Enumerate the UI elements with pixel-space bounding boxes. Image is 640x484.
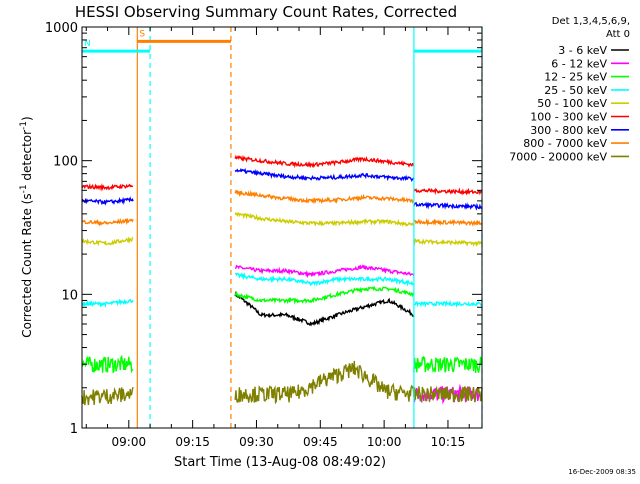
series-4-segment-2: [413, 237, 483, 247]
series-5-segment-2: [413, 187, 483, 196]
series-6: [81, 167, 483, 211]
marker-layer: SN: [82, 27, 483, 428]
series-8-segment-2: [413, 385, 483, 403]
footer-date: 16-Dec-2009 08:35: [568, 468, 636, 476]
series-8: [81, 360, 483, 406]
y-tick-label-3: 1000: [45, 21, 78, 36]
legend-label-3: 25 - 50 keV: [544, 84, 607, 97]
legend-label-1: 6 - 12 keV: [551, 57, 607, 70]
flag-label-0: S: [139, 29, 145, 39]
legend-label-7: 800 - 7000 keV: [523, 137, 607, 150]
axis-layer: 09:00 09:15 09:30 09:45 10:00 10:15 1 10 100 1000: [45, 21, 482, 449]
series-7: [81, 189, 483, 227]
series-7-segment-1: [234, 189, 414, 205]
series-7-segment-0: [81, 217, 134, 227]
y-tick-label-2: 100: [53, 155, 78, 170]
legend-header-line-2: Att 0: [606, 29, 630, 40]
series-2-segment-1: [234, 285, 415, 305]
series-5: [81, 154, 483, 196]
series-2-segment-0: [81, 354, 134, 374]
series-3-segment-1: [234, 272, 414, 287]
x-tick-label-3: 09:45: [303, 435, 338, 449]
x-tick-label-5: 10:15: [431, 435, 466, 449]
x-axis-label: Start Time (13-Aug-08 08:49:02): [174, 455, 386, 470]
series-5-segment-1: [234, 154, 415, 169]
series-3-segment-2: [413, 299, 482, 308]
legend-header-line-1: Det 1,3,4,5,6,9,: [552, 16, 630, 27]
x-tick-label-2: 09:30: [239, 435, 274, 449]
series-3-segment-0: [81, 298, 134, 308]
legend-label-5: 100 - 300 keV: [530, 111, 607, 124]
series-4: [81, 211, 483, 247]
x-tick-label-1: 09:15: [175, 435, 210, 449]
x-tick-label-0: 09:00: [112, 435, 147, 449]
legend-label-8: 7000 - 20000 keV: [509, 150, 607, 163]
series-layer: [81, 154, 483, 406]
x-tick-label-4: 10:00: [367, 435, 402, 449]
series-5-segment-0: [81, 182, 134, 192]
legend-label-2: 12 - 25 keV: [544, 71, 607, 84]
series-8-segment-0: [81, 386, 134, 406]
series-2-segment-2: [413, 355, 483, 374]
series-4-segment-0: [81, 236, 134, 247]
series-4-segment-1: [234, 211, 414, 227]
series-3: [81, 272, 482, 308]
series-0-segment-0: [234, 290, 415, 327]
series-7-segment-2: [413, 217, 483, 227]
series-6-segment-0: [81, 196, 134, 206]
y-axis-label: Corrected Count Rate (s-1 detector-1): [19, 116, 34, 337]
y-tick-label-0: 1: [70, 422, 78, 437]
legend-label-0: 3 - 6 keV: [558, 44, 607, 57]
flag-label-1: N: [84, 39, 91, 49]
series-2: [81, 285, 483, 374]
legend-label-4: 50 - 100 keV: [537, 97, 607, 110]
chart-title: HESSI Observing Summary Count Rates, Cor…: [75, 3, 457, 21]
series-6-segment-2: [413, 201, 483, 211]
plot-frame: [81, 26, 483, 429]
legend-label-6: 300 - 800 keV: [530, 124, 607, 137]
series-6-segment-1: [234, 167, 415, 183]
series-1: [234, 264, 483, 405]
series-0: [234, 290, 415, 327]
series-8-segment-1: [234, 360, 415, 405]
series-1-segment-0: [234, 264, 415, 279]
y-tick-label-1: 10: [61, 288, 78, 303]
